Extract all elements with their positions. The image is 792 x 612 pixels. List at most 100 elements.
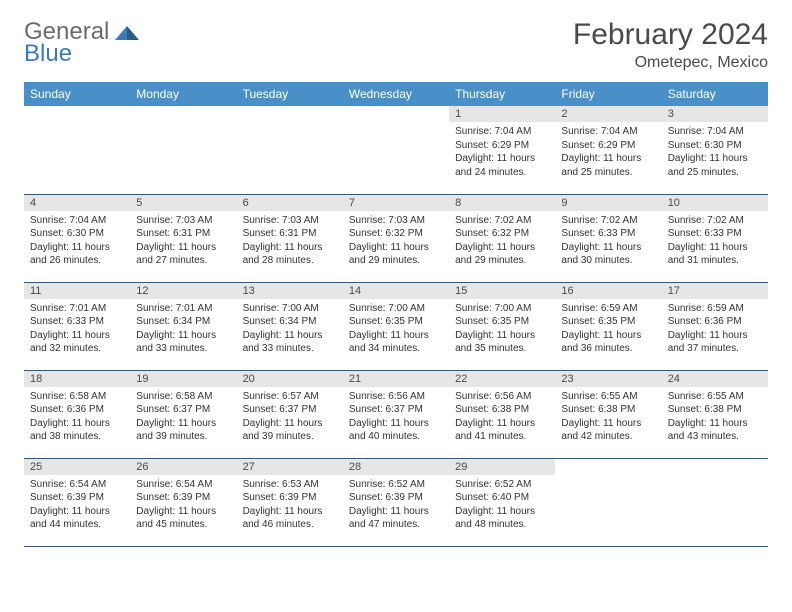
sunset-text: Sunset: 6:36 PM [668,315,762,329]
calendar-day-cell [662,458,768,546]
sunrise-text: Sunrise: 6:56 AM [455,390,549,404]
sunset-text: Sunset: 6:30 PM [30,227,124,241]
sunrise-text: Sunrise: 6:58 AM [30,390,124,404]
calendar-day-cell [237,106,343,194]
daylight-text: Daylight: 11 hours and 27 minutes. [136,241,230,268]
calendar-day-cell: 2Sunrise: 7:04 AMSunset: 6:29 PMDaylight… [555,106,661,194]
sunrise-text: Sunrise: 6:57 AM [243,390,337,404]
sunset-text: Sunset: 6:33 PM [668,227,762,241]
weekday-header: Tuesday [237,82,343,106]
calendar-day-cell: 25Sunrise: 6:54 AMSunset: 6:39 PMDayligh… [24,458,130,546]
sunrise-text: Sunrise: 7:01 AM [30,302,124,316]
calendar-week-row: 18Sunrise: 6:58 AMSunset: 6:36 PMDayligh… [24,370,768,458]
day-number: 20 [237,371,343,387]
calendar-day-cell: 16Sunrise: 6:59 AMSunset: 6:35 PMDayligh… [555,282,661,370]
day-number: 19 [130,371,236,387]
calendar-day-cell: 17Sunrise: 6:59 AMSunset: 6:36 PMDayligh… [662,282,768,370]
calendar-day-cell: 28Sunrise: 6:52 AMSunset: 6:39 PMDayligh… [343,458,449,546]
day-number [555,459,661,475]
day-number [24,106,130,122]
sunset-text: Sunset: 6:31 PM [243,227,337,241]
sunrise-text: Sunrise: 6:59 AM [668,302,762,316]
day-details: Sunrise: 6:59 AMSunset: 6:36 PMDaylight:… [662,299,768,359]
brand-part2: Blue [24,40,768,68]
sunset-text: Sunset: 6:37 PM [136,403,230,417]
day-details: Sunrise: 7:04 AMSunset: 6:29 PMDaylight:… [555,122,661,182]
sunrise-text: Sunrise: 7:04 AM [30,214,124,228]
day-details: Sunrise: 7:03 AMSunset: 6:31 PMDaylight:… [130,211,236,271]
daylight-text: Daylight: 11 hours and 25 minutes. [561,152,655,179]
calendar-day-cell: 13Sunrise: 7:00 AMSunset: 6:34 PMDayligh… [237,282,343,370]
calendar-day-cell: 15Sunrise: 7:00 AMSunset: 6:35 PMDayligh… [449,282,555,370]
day-details: Sunrise: 7:01 AMSunset: 6:33 PMDaylight:… [24,299,130,359]
day-number: 6 [237,195,343,211]
weekday-header: Thursday [449,82,555,106]
day-number: 1 [449,106,555,122]
calendar-day-cell: 7Sunrise: 7:03 AMSunset: 6:32 PMDaylight… [343,194,449,282]
day-number [343,106,449,122]
sunrise-text: Sunrise: 6:56 AM [349,390,443,404]
sunset-text: Sunset: 6:38 PM [561,403,655,417]
calendar-day-cell: 1Sunrise: 7:04 AMSunset: 6:29 PMDaylight… [449,106,555,194]
calendar-day-cell: 8Sunrise: 7:02 AMSunset: 6:32 PMDaylight… [449,194,555,282]
daylight-text: Daylight: 11 hours and 40 minutes. [349,417,443,444]
sunrise-text: Sunrise: 7:00 AM [243,302,337,316]
weekday-header: Monday [130,82,236,106]
sunset-text: Sunset: 6:29 PM [561,139,655,153]
sunrise-text: Sunrise: 6:52 AM [349,478,443,492]
daylight-text: Daylight: 11 hours and 33 minutes. [136,329,230,356]
day-details: Sunrise: 6:54 AMSunset: 6:39 PMDaylight:… [24,475,130,535]
daylight-text: Daylight: 11 hours and 33 minutes. [243,329,337,356]
day-number [662,459,768,475]
day-number: 22 [449,371,555,387]
sunset-text: Sunset: 6:33 PM [30,315,124,329]
daylight-text: Daylight: 11 hours and 42 minutes. [561,417,655,444]
sunset-text: Sunset: 6:40 PM [455,491,549,505]
day-details: Sunrise: 6:52 AMSunset: 6:40 PMDaylight:… [449,475,555,535]
calendar-day-cell [130,106,236,194]
day-number: 17 [662,283,768,299]
day-number: 9 [555,195,661,211]
day-number: 24 [662,371,768,387]
daylight-text: Daylight: 11 hours and 29 minutes. [455,241,549,268]
calendar-day-cell: 29Sunrise: 6:52 AMSunset: 6:40 PMDayligh… [449,458,555,546]
sunset-text: Sunset: 6:34 PM [243,315,337,329]
day-details: Sunrise: 7:02 AMSunset: 6:32 PMDaylight:… [449,211,555,271]
daylight-text: Daylight: 11 hours and 31 minutes. [668,241,762,268]
sunrise-text: Sunrise: 7:04 AM [561,125,655,139]
day-number: 5 [130,195,236,211]
sunset-text: Sunset: 6:39 PM [349,491,443,505]
calendar-day-cell: 23Sunrise: 6:55 AMSunset: 6:38 PMDayligh… [555,370,661,458]
calendar-week-row: 25Sunrise: 6:54 AMSunset: 6:39 PMDayligh… [24,458,768,546]
day-details: Sunrise: 6:54 AMSunset: 6:39 PMDaylight:… [130,475,236,535]
calendar-day-cell: 5Sunrise: 7:03 AMSunset: 6:31 PMDaylight… [130,194,236,282]
sunset-text: Sunset: 6:37 PM [243,403,337,417]
calendar-day-cell: 19Sunrise: 6:58 AMSunset: 6:37 PMDayligh… [130,370,236,458]
day-number: 12 [130,283,236,299]
daylight-text: Daylight: 11 hours and 37 minutes. [668,329,762,356]
day-details: Sunrise: 6:56 AMSunset: 6:38 PMDaylight:… [449,387,555,447]
calendar-day-cell: 20Sunrise: 6:57 AMSunset: 6:37 PMDayligh… [237,370,343,458]
sunrise-text: Sunrise: 7:03 AM [136,214,230,228]
day-number: 21 [343,371,449,387]
day-number: 25 [24,459,130,475]
sunset-text: Sunset: 6:35 PM [349,315,443,329]
sunset-text: Sunset: 6:32 PM [349,227,443,241]
day-details: Sunrise: 6:53 AMSunset: 6:39 PMDaylight:… [237,475,343,535]
day-details: Sunrise: 7:03 AMSunset: 6:32 PMDaylight:… [343,211,449,271]
daylight-text: Daylight: 11 hours and 38 minutes. [30,417,124,444]
daylight-text: Daylight: 11 hours and 41 minutes. [455,417,549,444]
sunset-text: Sunset: 6:35 PM [561,315,655,329]
calendar-week-row: 11Sunrise: 7:01 AMSunset: 6:33 PMDayligh… [24,282,768,370]
sunset-text: Sunset: 6:34 PM [136,315,230,329]
sunrise-text: Sunrise: 7:00 AM [455,302,549,316]
day-details: Sunrise: 7:00 AMSunset: 6:35 PMDaylight:… [343,299,449,359]
day-details: Sunrise: 7:04 AMSunset: 6:30 PMDaylight:… [662,122,768,182]
brand-triangle-icon [113,22,141,42]
sunrise-text: Sunrise: 7:00 AM [349,302,443,316]
calendar-day-cell [555,458,661,546]
daylight-text: Daylight: 11 hours and 29 minutes. [349,241,443,268]
day-number: 4 [24,195,130,211]
calendar-day-cell: 12Sunrise: 7:01 AMSunset: 6:34 PMDayligh… [130,282,236,370]
daylight-text: Daylight: 11 hours and 30 minutes. [561,241,655,268]
